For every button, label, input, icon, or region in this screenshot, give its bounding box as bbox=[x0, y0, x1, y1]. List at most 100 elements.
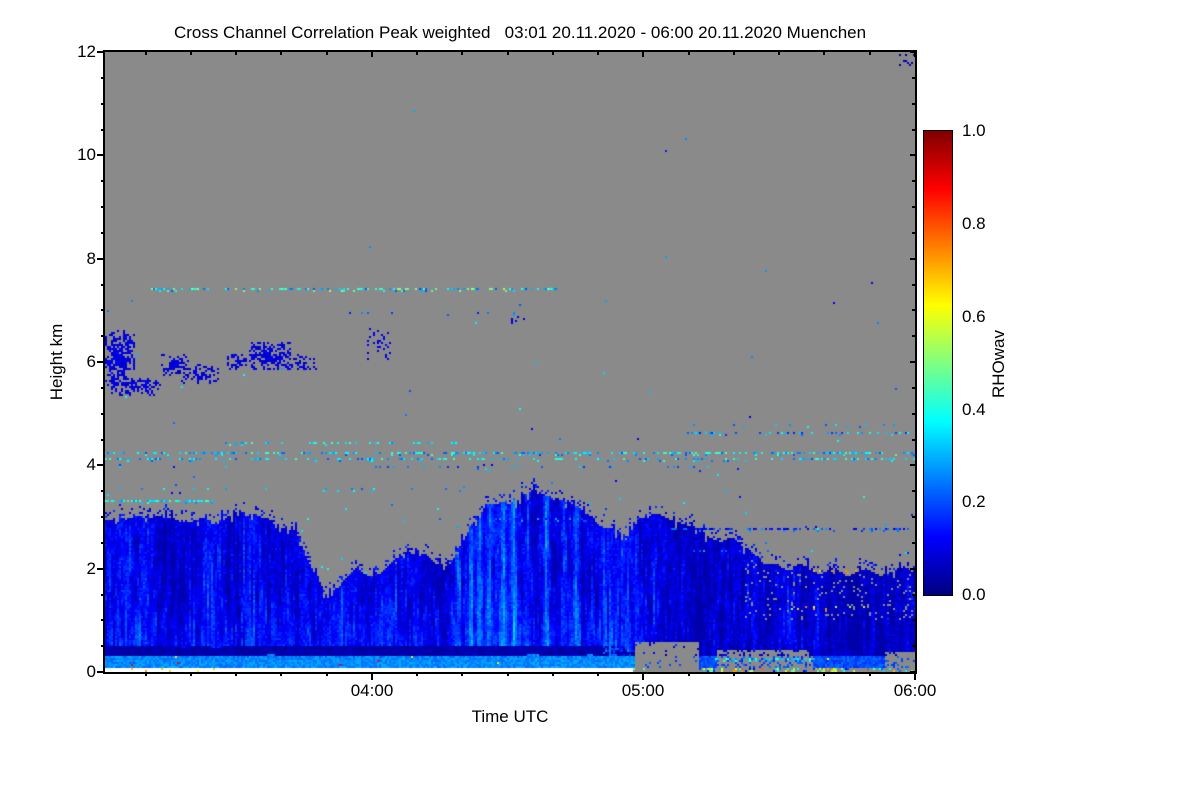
axis-tick bbox=[416, 672, 418, 676]
axis-tick bbox=[910, 361, 915, 363]
axis-tick bbox=[912, 645, 915, 647]
x-tick-label-0500: 05:00 bbox=[621, 681, 665, 700]
y-tick-label-0: 0 bbox=[86, 662, 96, 681]
y-tick-label-4: 4 bbox=[86, 455, 96, 474]
colorbar-label-0.0: 0.0 bbox=[962, 585, 986, 604]
axis-tick bbox=[190, 672, 192, 676]
axis-tick bbox=[910, 154, 915, 156]
y-tick-label-12: 12 bbox=[77, 42, 96, 61]
axis-tick bbox=[914, 672, 916, 680]
y-tick-label-10: 10 bbox=[77, 145, 96, 164]
axis-tick bbox=[101, 180, 105, 182]
colorbar-label-0.6: 0.6 bbox=[962, 307, 986, 326]
axis-tick bbox=[101, 413, 105, 415]
axis-tick bbox=[97, 671, 105, 673]
axis-tick bbox=[461, 52, 463, 55]
axis-tick bbox=[912, 542, 915, 544]
colorbar-label-1.0: 1.0 bbox=[962, 121, 986, 140]
axis-tick bbox=[688, 52, 690, 55]
axis-tick bbox=[778, 52, 780, 55]
x-tick-label-0400: 04:00 bbox=[350, 681, 394, 700]
axis-tick bbox=[97, 464, 105, 466]
axis-tick bbox=[778, 672, 780, 676]
axis-tick bbox=[101, 129, 105, 131]
axis-tick bbox=[97, 154, 105, 156]
axis-tick bbox=[910, 671, 915, 673]
colorbar-label-0.8: 0.8 bbox=[962, 214, 986, 233]
axis-tick bbox=[97, 51, 105, 53]
axis-tick bbox=[914, 52, 916, 57]
axis-tick bbox=[912, 594, 915, 596]
axis-tick bbox=[823, 672, 825, 676]
axis-tick bbox=[912, 516, 915, 518]
axis-tick bbox=[326, 672, 328, 676]
x-axis-title: Time UTC bbox=[471, 707, 549, 726]
axis-tick bbox=[101, 309, 105, 311]
axis-tick bbox=[101, 439, 105, 441]
colorbar-title: RHOwav bbox=[989, 329, 1008, 399]
axis-tick bbox=[688, 672, 690, 676]
axis-tick bbox=[910, 51, 915, 53]
axis-tick bbox=[912, 413, 915, 415]
axis-tick bbox=[869, 672, 871, 676]
axis-tick bbox=[552, 672, 554, 676]
axis-tick bbox=[912, 309, 915, 311]
y-tick-label-6: 6 bbox=[86, 352, 96, 371]
axis-tick bbox=[912, 335, 915, 337]
axis-tick bbox=[371, 52, 373, 57]
axis-tick bbox=[101, 490, 105, 492]
axis-tick bbox=[823, 52, 825, 55]
y-tick-label-8: 8 bbox=[86, 249, 96, 268]
axis-tick bbox=[642, 672, 644, 680]
axis-tick bbox=[280, 672, 282, 676]
axis-tick bbox=[912, 439, 915, 441]
x-tick-label-0600: 06:00 bbox=[893, 681, 937, 700]
axis-tick bbox=[507, 52, 509, 55]
axis-tick bbox=[101, 103, 105, 105]
axis-tick bbox=[371, 672, 373, 680]
axis-tick bbox=[101, 387, 105, 389]
axis-tick bbox=[912, 387, 915, 389]
axis-tick bbox=[97, 568, 105, 570]
axis-tick bbox=[326, 52, 328, 55]
axis-tick bbox=[910, 568, 915, 570]
axis-tick bbox=[101, 335, 105, 337]
axis-tick bbox=[190, 52, 192, 55]
axis-tick bbox=[912, 129, 915, 131]
y-tick-label-2: 2 bbox=[86, 559, 96, 578]
axis-tick bbox=[642, 52, 644, 57]
axis-tick bbox=[280, 52, 282, 55]
colorbar-label-0.2: 0.2 bbox=[962, 492, 986, 511]
axis-tick bbox=[597, 672, 599, 676]
heatmap-canvas bbox=[105, 52, 915, 672]
axis-tick bbox=[235, 52, 237, 55]
chart-title: Cross Channel Correlation Peak weighted … bbox=[173, 23, 867, 42]
axis-tick bbox=[552, 52, 554, 55]
axis-tick bbox=[912, 206, 915, 208]
axis-tick bbox=[145, 52, 147, 55]
axis-tick bbox=[145, 672, 147, 676]
axis-tick bbox=[101, 206, 105, 208]
axis-tick bbox=[912, 284, 915, 286]
axis-tick bbox=[912, 103, 915, 105]
axis-tick bbox=[461, 672, 463, 676]
axis-tick bbox=[869, 52, 871, 55]
axis-tick bbox=[912, 619, 915, 621]
axis-tick bbox=[101, 645, 105, 647]
axis-tick bbox=[912, 490, 915, 492]
axis-tick bbox=[597, 52, 599, 55]
axis-tick bbox=[507, 672, 509, 676]
axis-tick bbox=[101, 232, 105, 234]
axis-tick bbox=[912, 232, 915, 234]
colorbar-label-0.4: 0.4 bbox=[962, 400, 986, 419]
axis-tick bbox=[910, 464, 915, 466]
axis-tick bbox=[733, 672, 735, 676]
axis-tick bbox=[235, 672, 237, 676]
axis-tick bbox=[912, 180, 915, 182]
axis-tick bbox=[416, 52, 418, 55]
colorbar-gradient bbox=[923, 130, 953, 596]
axis-tick bbox=[101, 77, 105, 79]
axis-tick bbox=[101, 619, 105, 621]
axis-tick bbox=[910, 258, 915, 260]
axis-tick bbox=[97, 361, 105, 363]
